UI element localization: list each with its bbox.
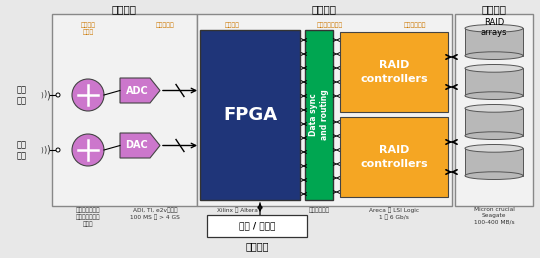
Ellipse shape [465, 64, 523, 72]
Text: ): ) [43, 91, 46, 100]
Text: Xilinx 或 Altera: Xilinx 或 Altera [217, 207, 258, 213]
Text: ADC: ADC [126, 85, 148, 95]
Ellipse shape [465, 144, 523, 152]
Ellipse shape [465, 132, 523, 140]
Ellipse shape [465, 52, 523, 60]
Bar [340, 32, 448, 112]
Text: 数据采集器: 数据采集器 [156, 22, 174, 28]
Text: RAID
controllers: RAID controllers [360, 60, 428, 84]
Text: 电脑 / 工作站: 电脑 / 工作站 [239, 222, 275, 230]
Bar [340, 117, 448, 197]
Text: ): ) [46, 145, 50, 155]
Ellipse shape [465, 92, 523, 100]
Text: 存储设备: 存储设备 [482, 4, 507, 14]
Circle shape [56, 93, 60, 97]
Bar [305, 30, 333, 200]
Text: DAC: DAC [126, 141, 148, 150]
Polygon shape [120, 78, 160, 103]
Text: 数据存储管理: 数据存储管理 [404, 22, 426, 28]
Text: Data sync
and routing: Data sync and routing [308, 90, 329, 140]
Text: 用户定制电路: 用户定制电路 [308, 207, 329, 213]
Text: RAID
arrays: RAID arrays [481, 18, 507, 37]
Polygon shape [120, 133, 160, 158]
Circle shape [56, 148, 60, 152]
Circle shape [72, 79, 104, 111]
Text: RAID
controllers: RAID controllers [360, 146, 428, 168]
Bar [465, 28, 523, 56]
Bar [465, 108, 523, 136]
Circle shape [72, 134, 104, 166]
Text: 数据路由: 数据路由 [312, 4, 337, 14]
Text: 信号分析仪或者
用户定制的上下
变频器: 信号分析仪或者 用户定制的上下 变频器 [76, 207, 100, 227]
Text: 系统控制: 系统控制 [225, 22, 240, 28]
Text: 射频变换: 射频变换 [112, 4, 137, 14]
Bar [455, 14, 533, 206]
Bar [200, 30, 300, 200]
Text: ): ) [40, 92, 43, 98]
Bar [465, 148, 523, 176]
Bar [207, 215, 307, 237]
Bar [197, 14, 452, 206]
Ellipse shape [465, 25, 523, 32]
Bar [465, 68, 523, 96]
Ellipse shape [465, 172, 523, 180]
Text: Micron crucial
Seagate
100-400 MB/s: Micron crucial Seagate 100-400 MB/s [474, 207, 515, 224]
Text: 射频
输出: 射频 输出 [17, 140, 27, 160]
Text: ): ) [40, 147, 43, 153]
Text: 射频前端
变频器: 射频前端 变频器 [80, 22, 96, 35]
Text: Areca 或 LSI Logic
1 到 6 Gb/s: Areca 或 LSI Logic 1 到 6 Gb/s [369, 207, 419, 220]
Text: ): ) [43, 146, 46, 155]
Bar [52, 14, 197, 206]
Text: 数据同步和路由: 数据同步和路由 [317, 22, 343, 28]
Ellipse shape [465, 104, 523, 112]
Text: 数据分析: 数据分析 [245, 241, 269, 251]
Text: 射频
输入: 射频 输入 [17, 85, 27, 105]
Text: ADI, TI, e2v等芯片
100 MS 到 > 4 GS: ADI, TI, e2v等芯片 100 MS 到 > 4 GS [130, 207, 180, 220]
Text: FPGA: FPGA [223, 106, 277, 124]
Text: ): ) [46, 90, 50, 100]
